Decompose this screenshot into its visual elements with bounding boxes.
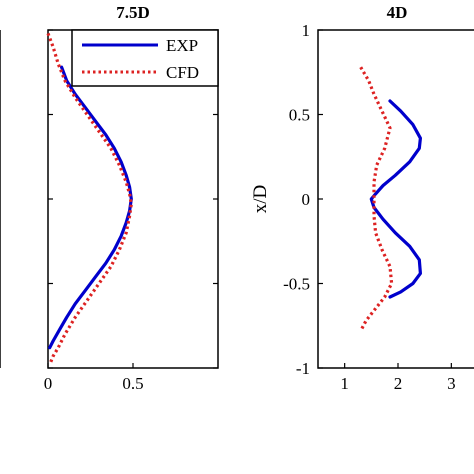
- panel-7-5d-lines: [46, 32, 133, 366]
- panel-4d-series-cfd: [359, 66, 394, 332]
- panel-4d-xtick-label: 1: [340, 374, 349, 393]
- panel-4d-xtick-label: 2: [394, 374, 403, 393]
- panel-4d-ytick-label: 0: [302, 190, 311, 209]
- panel-4d-ticks: 1 2 3 -1 -0.5 0 0.5 1: [283, 21, 456, 393]
- panel-4d: 4D x/D 1 2 3 -1 -0.5 0 0.5 1: [250, 3, 474, 393]
- panel-4d-title: 4D: [387, 3, 408, 22]
- panel-4d-frame: [317, 29, 474, 369]
- panel-4d-lines: [359, 66, 422, 332]
- panel-7-5d-title: 7.5D: [116, 3, 150, 22]
- legend: EXP CFD: [71, 29, 219, 87]
- panel-7-5d-series-cfd: [46, 32, 133, 366]
- legend-box: [71, 29, 219, 87]
- panel-7-5d: 7.5D 0 0.5 EXP CFD: [44, 3, 219, 393]
- panel-4d-series-exp: [369, 99, 422, 299]
- panel-4d-ytick-label: -0.5: [283, 275, 310, 294]
- panel-7-5d-series-exp: [48, 65, 133, 350]
- panel-4d-ytick-label: 1: [302, 21, 311, 40]
- legend-exp-label: EXP: [166, 36, 198, 55]
- panel-4d-ylabel: x/D: [250, 185, 271, 214]
- panel-7-5d-xtick-label: 0: [44, 374, 53, 393]
- panel-7-5d-ticks: 0 0.5: [44, 29, 218, 393]
- panel-4d-xtick-label: 3: [447, 374, 456, 393]
- panel-7-5d-xtick-label: 0.5: [122, 374, 143, 393]
- panel-4d-ytick-label: 0.5: [289, 106, 310, 125]
- panel-4d-ytick-label: -1: [296, 359, 310, 378]
- legend-cfd-label: CFD: [166, 63, 199, 82]
